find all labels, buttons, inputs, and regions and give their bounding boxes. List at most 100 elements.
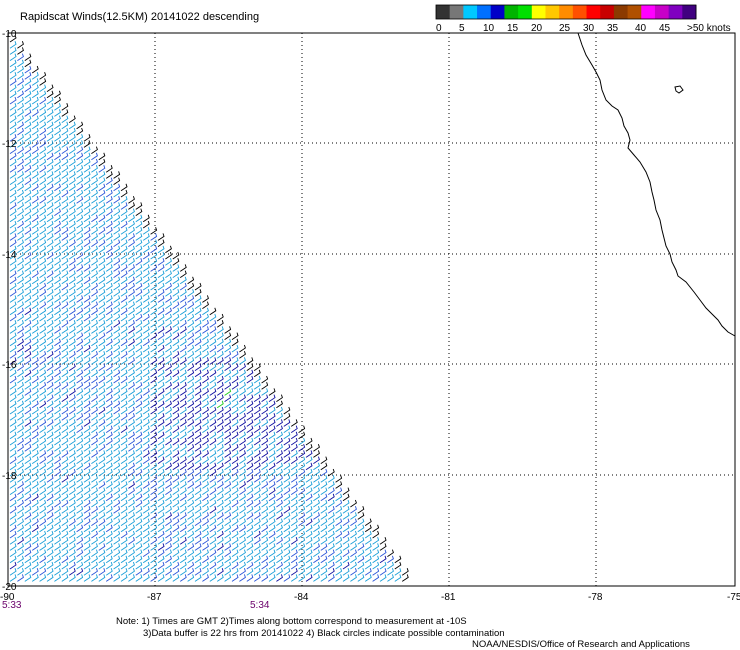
wind-barb [283,437,291,446]
wind-barb [268,419,276,427]
wind-barb [9,84,17,92]
wind-barb [342,506,350,514]
map-title: Rapidscat Winds(12.5KM) 20141022 descend… [20,11,259,23]
wind-barb [24,152,32,161]
wind-barb [54,220,61,229]
wind-barb [268,499,276,508]
wind-barb [76,127,84,136]
wind-barb [253,462,261,471]
wind-barb [128,512,135,520]
wind-barb [31,152,39,161]
wind-barb [128,549,135,557]
wind-barb [283,549,291,557]
wind-barb [31,258,39,266]
wind-barb [239,444,246,452]
wind-barb [46,344,54,353]
wind-barb [105,549,113,557]
wind-barb [17,115,24,123]
wind-barb [268,506,276,514]
wind-barb [24,134,32,142]
wind-barb [313,456,320,464]
wind-barb [128,413,135,421]
wind-barb [246,561,254,570]
wind-barb [61,512,69,520]
wind-barb [76,301,84,309]
wind-barb [105,413,113,421]
wind-barb [9,313,17,322]
wind-barb [202,357,209,365]
wind-barb [91,313,98,322]
wind-barb [83,282,91,291]
wind-barb [17,561,24,570]
wind-barb [194,462,202,471]
wind-barb [202,332,209,340]
wind-barb [120,568,128,576]
wind-barb [105,208,113,216]
wind-barb [283,487,291,495]
wind-barb [39,183,47,192]
wind-barb [194,301,202,309]
wind-barb [283,512,291,520]
wind-barb [135,493,143,502]
wind-barb [135,313,143,322]
wind-barb [135,208,143,216]
wind-barb [194,344,202,353]
wind-barb [246,444,254,452]
wind-barb [31,171,39,179]
wind-barb [194,518,202,526]
wind-barb [246,394,254,402]
wind-barb [113,518,121,526]
wind-barb [39,127,47,136]
wind-barb [46,431,54,440]
wind-barb [17,202,24,210]
wind-barb [54,152,61,161]
wind-barb [31,543,39,551]
wind-barb [320,543,328,551]
wind-barb [128,258,135,266]
wind-barb [224,475,232,483]
wind-barb [157,493,165,502]
wind-barb [83,530,91,539]
wind-barb [135,270,143,278]
wind-barb [253,394,261,402]
wind-barb [91,344,98,353]
wind-barb [157,400,165,409]
wind-barb [224,518,232,526]
wind-barb [39,456,47,464]
wind-barb [91,338,98,347]
wind-barb [61,406,69,415]
wind-barb [165,468,172,477]
wind-barb [224,555,232,564]
wind-barb [202,351,209,359]
wind-barb [261,499,269,508]
wind-barb [54,245,61,254]
wind-barb [142,444,150,452]
wind-barb [24,65,32,74]
wind-barb [209,326,217,334]
wind-barb [142,375,150,384]
wind-barb [46,549,54,557]
wind-barb [98,388,106,396]
wind-barb [46,295,54,303]
wind-barb [216,388,224,396]
wind-barb [165,481,172,489]
wind-barb [46,518,54,526]
wind-barb [135,264,143,272]
wind-barb [46,444,54,452]
wind-barb [113,320,121,328]
wind-barb [128,320,135,328]
wind-barb [387,561,394,570]
wind-barb [350,537,357,545]
wind-barb [120,437,128,446]
wind-barb [135,568,143,576]
wind-barb [179,344,187,353]
wind-barb [113,413,121,421]
wind-barb [142,400,150,409]
wind-barb [372,574,380,582]
wind-barb [298,468,306,477]
wind-barb [261,475,269,483]
wind-barb [76,165,84,173]
wind-barb [216,499,224,508]
wind-barb [157,307,165,316]
wind-barb [231,406,239,415]
